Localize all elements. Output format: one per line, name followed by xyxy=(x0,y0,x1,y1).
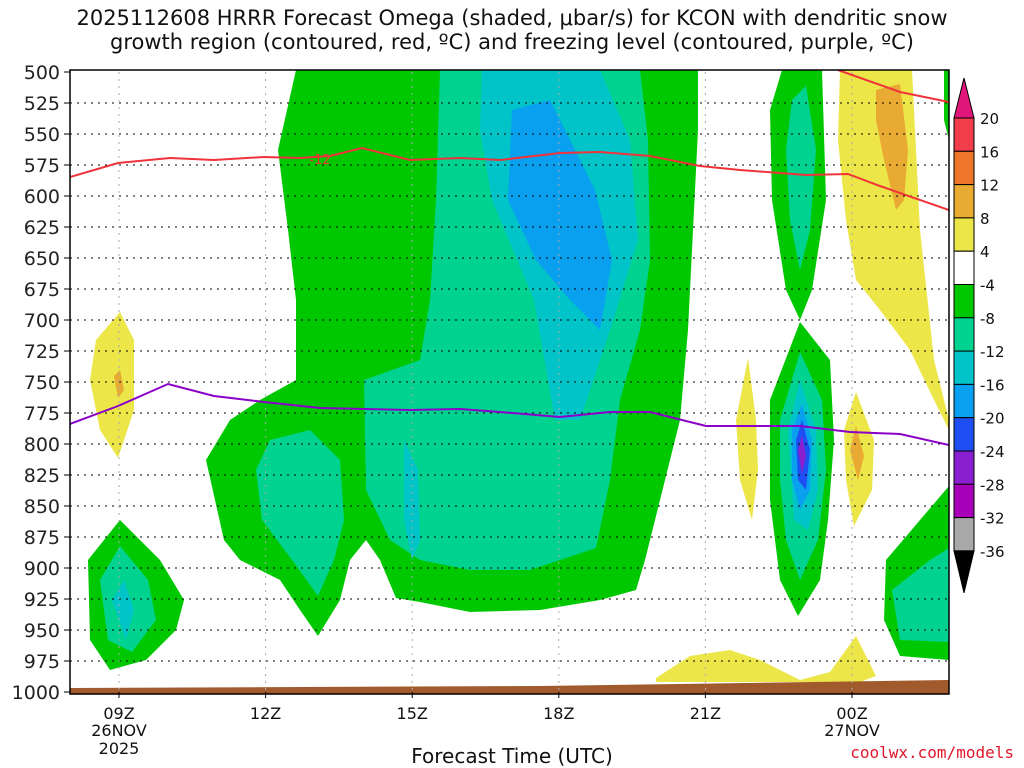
dgz-contour-line xyxy=(837,70,949,103)
colorbar-label: -12 xyxy=(980,343,1005,361)
omega-region-yellow xyxy=(838,70,949,430)
y-tick-label: 850 xyxy=(24,496,60,518)
credit-text: coolwx.com/models xyxy=(850,743,1014,762)
grid xyxy=(70,72,949,692)
title-line-2: growth region (contoured, red, ºC) and f… xyxy=(110,30,914,54)
colorbar-swatch xyxy=(953,217,975,252)
colorbar-swatch xyxy=(953,284,975,319)
y-tick-label: 525 xyxy=(24,93,60,115)
omega-region-yellow xyxy=(656,636,876,682)
y-tick-label: 975 xyxy=(24,651,60,673)
colorbar-swatch xyxy=(953,350,975,385)
omega-region-teal xyxy=(256,430,344,596)
y-tick-label: 675 xyxy=(24,279,60,301)
x-tick-sublabel: 27NOV xyxy=(824,721,880,740)
x-tick-sublabel: 2025 xyxy=(99,739,140,758)
omega-region-cyan xyxy=(112,580,134,640)
omega-region-teal xyxy=(892,548,949,642)
y-tick-label: 625 xyxy=(24,217,60,239)
y-tick-label: 500 xyxy=(24,62,60,84)
y-tick-label: 700 xyxy=(24,310,60,332)
omega-region-yellow xyxy=(736,358,758,520)
colorbar-label: -20 xyxy=(980,410,1005,428)
colorbar-label: 20 xyxy=(980,110,999,128)
colorbar-label: -4 xyxy=(980,277,995,295)
x-tick-label: 18Z xyxy=(543,704,574,723)
colorbar-label: -16 xyxy=(980,376,1005,394)
freezing-level-line xyxy=(70,382,949,446)
omega-region-orange xyxy=(890,108,902,170)
y-tick-label: 875 xyxy=(24,527,60,549)
x-tick-label: 00Z xyxy=(836,704,867,723)
colorbar-swatch xyxy=(953,450,975,485)
colorbar-swatch xyxy=(953,150,975,186)
colorbar-swatch xyxy=(953,317,975,352)
colorbar-label: -32 xyxy=(980,510,1005,528)
omega-region-purple xyxy=(798,436,806,474)
colorbar-swatch xyxy=(953,184,975,219)
colorbar-label: -36 xyxy=(980,543,1005,561)
y-tick-label: 650 xyxy=(24,248,60,270)
y-tick-label: 800 xyxy=(24,434,60,456)
y-tick-label: 925 xyxy=(24,589,60,611)
dgz-contour-line xyxy=(70,146,949,211)
colorbar-swatch xyxy=(953,517,975,552)
colorbar-label: 12 xyxy=(980,177,999,195)
y-tick-label: 900 xyxy=(24,558,60,580)
colorbar-swatch xyxy=(953,383,975,419)
y-tick-label: 1000 xyxy=(12,682,60,704)
colorbar-swatch xyxy=(953,417,975,452)
y-tick-label: 775 xyxy=(24,403,60,425)
colorbar-swatch xyxy=(953,483,975,519)
colorbar-swatch xyxy=(953,250,975,285)
colorbar-bottom-arrow xyxy=(953,550,975,594)
colorbar-label: 16 xyxy=(980,143,999,161)
omega-region-green xyxy=(944,70,949,140)
y-tick-label: 550 xyxy=(24,124,60,146)
x-tick-label: 09Z xyxy=(103,704,134,723)
y-axis: 500 525 550 575 600 625 650 675 700 725 750 775 800 8… xyxy=(12,62,70,704)
terrain xyxy=(70,680,949,694)
omega-region-orange xyxy=(850,426,864,480)
y-tick-label: 725 xyxy=(24,341,60,363)
x-tick-label: 15Z xyxy=(397,704,428,723)
title-line-1: 2025112608 HRRR Forecast Omega (shaded, … xyxy=(76,6,948,30)
y-tick-label: 600 xyxy=(24,186,60,208)
dgz-contour-label: -12 xyxy=(309,153,330,168)
omega-region-teal xyxy=(786,86,816,270)
omega-region-orange xyxy=(114,370,124,398)
colorbar-label: -8 xyxy=(980,310,995,328)
x-axis-label: Forecast Time (UTC) xyxy=(411,744,613,768)
y-tick-label: 575 xyxy=(24,155,60,177)
chart-title: 2025112608 HRRR Forecast Omega (shaded, … xyxy=(0,6,1024,54)
omega-region-orange xyxy=(876,84,908,210)
colorbar-label: -24 xyxy=(980,443,1005,461)
colorbar: 20 16 12 8 4 -4 -8 -12 -16 -20 -24 -28 -32 -36 xyxy=(953,77,1005,594)
colorbar-swatch xyxy=(953,117,975,152)
colorbar-label: 8 xyxy=(980,210,990,228)
colorbar-label: 4 xyxy=(980,243,990,261)
omega-region-blue xyxy=(508,100,612,330)
colorbar-top-arrow xyxy=(953,77,975,119)
y-tick-label: 750 xyxy=(24,372,60,394)
y-tick-label: 825 xyxy=(24,465,60,487)
omega-shading xyxy=(70,70,949,694)
omega-region-yellow xyxy=(90,312,134,458)
y-tick-label: 950 xyxy=(24,620,60,642)
colorbar-label: -28 xyxy=(980,476,1005,494)
x-tick-sublabel: 26NOV xyxy=(91,721,147,740)
x-tick-label: 21Z xyxy=(690,704,721,723)
x-tick-label: 12Z xyxy=(250,704,281,723)
